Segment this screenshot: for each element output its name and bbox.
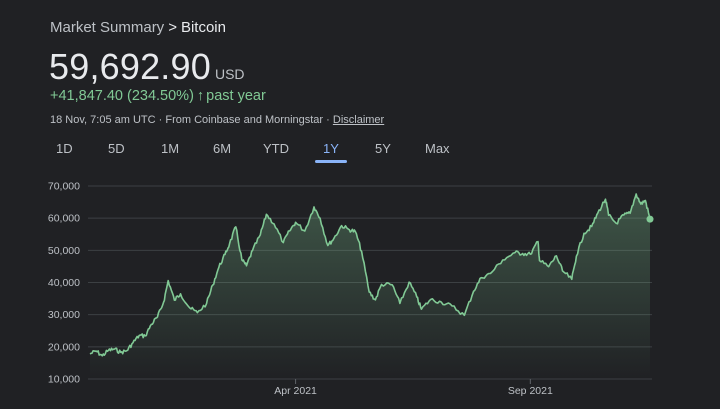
price-change-value: +41,847.40 (234.50%) [50,88,194,104]
quote-meta: 18 Nov, 7:05 am UTC · From Coinbase and … [50,114,384,126]
tab-1m[interactable]: 1M [161,141,180,156]
tab-max[interactable]: Max [425,141,450,156]
breadcrumb-separator: > [168,19,177,36]
price-currency: USD [214,66,245,82]
price-change-period: past year [206,88,266,104]
tab-1d[interactable]: 1D [56,141,73,156]
price-change: +41,847.40 (234.50%) ↑ past year [50,88,266,104]
price-area [90,194,650,379]
y-tick-label: 40,000 [48,277,80,289]
y-tick-label: 10,000 [48,374,80,386]
disclaimer-link[interactable]: Disclaimer [332,114,385,126]
y-tick-label: 50,000 [48,245,80,257]
current-price-dot [646,215,654,223]
quote-timestamp: 18 Nov, 7:05 am UTC [50,114,156,126]
tab-1y[interactable]: 1Y [315,139,347,163]
price-chart[interactable]: 10,000 20,000 30,000 40,000 50,000 60,000 70,0… [0,178,720,409]
breadcrumb-parent[interactable]: Market Summary [50,19,165,36]
tab-5d[interactable]: 5D [108,141,125,156]
tab-6m[interactable]: 6M [213,141,232,156]
breadcrumb-current: Bitcoin [180,19,226,36]
arrow-up-icon: ↑ [196,88,205,104]
active-tab-indicator [315,160,347,163]
y-tick-label: 60,000 [48,213,80,225]
current-price: 59,692.90 [49,46,211,87]
y-tick-label: 30,000 [48,309,80,321]
quote-source: · From Coinbase and Morningstar · [158,114,330,126]
tab-ytd[interactable]: YTD [263,141,289,156]
y-tick-label: 20,000 [48,341,80,353]
price-row: 59,692.90 USD [49,46,245,88]
y-tick-label: 70,000 [48,181,80,193]
breadcrumb: Market Summary > Bitcoin [50,19,226,36]
price-line [89,193,651,357]
x-tick-label: Sep 2021 [508,385,553,397]
tab-5y[interactable]: 5Y [375,141,391,156]
x-tick-label: Apr 2021 [274,385,317,397]
